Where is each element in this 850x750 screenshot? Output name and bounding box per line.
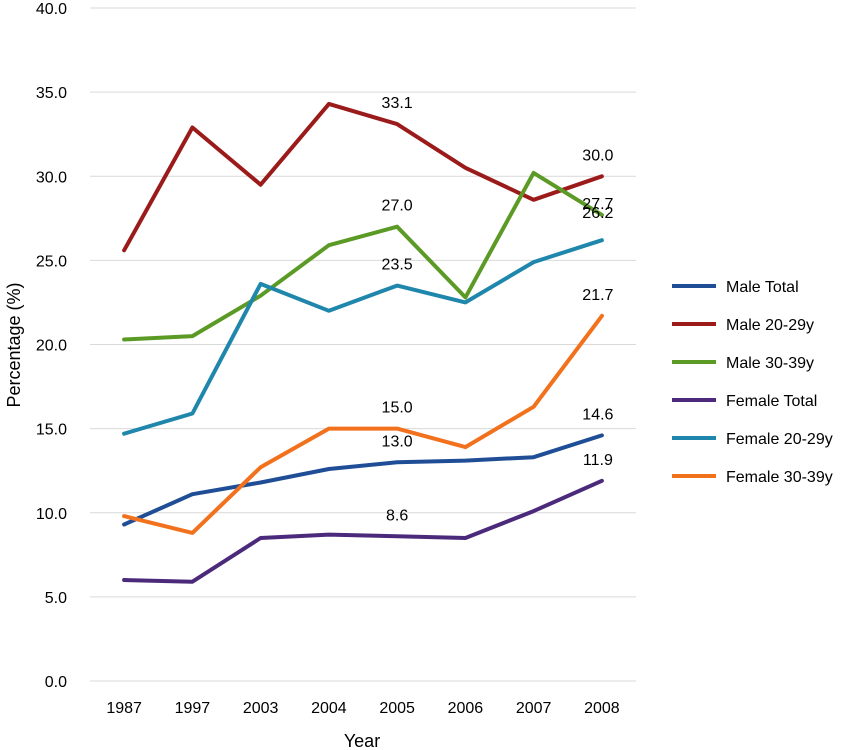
x-tick-label: 2006 <box>448 700 484 717</box>
data-label: 26.2 <box>582 205 613 222</box>
data-label: 14.6 <box>582 406 613 423</box>
series-line-male-30-39y <box>122 170 604 342</box>
data-label: 33.1 <box>382 95 413 112</box>
data-label: 23.5 <box>382 257 413 274</box>
y-axis-title: Percentage (%) <box>4 282 24 407</box>
y-tick-label: 0.0 <box>45 674 67 691</box>
y-axis-ticks: 0.0 5.0 10.0 15.0 20.0 25.0 30.0 35.0 40.0 <box>36 1 67 691</box>
x-tick-label: 1997 <box>175 700 211 717</box>
series-line-female-20-29y <box>122 238 604 436</box>
data-label: 21.7 <box>582 287 613 304</box>
legend-label: Male 20-29y <box>726 317 814 334</box>
legend-label: Female 20-29y <box>726 431 833 448</box>
data-label: 15.0 <box>382 400 413 417</box>
gridlines <box>90 7 636 682</box>
series-line-male-total <box>122 433 604 527</box>
x-tick-label: 2005 <box>379 700 415 717</box>
y-tick-label: 10.0 <box>36 506 67 523</box>
x-tick-label: 2003 <box>243 700 279 717</box>
y-tick-label: 30.0 <box>36 169 67 186</box>
data-label: 27.0 <box>382 198 413 215</box>
y-tick-label: 5.0 <box>45 590 67 607</box>
legend-label: Male 30-39y <box>726 355 814 372</box>
x-tick-label: 2007 <box>516 700 552 717</box>
x-tick-label: 2008 <box>584 700 620 717</box>
data-labels: 33.1 30.0 27.0 27.7 23.5 26.2 15.0 21.7 13.0 14.6… <box>382 95 614 524</box>
data-label: 11.9 <box>583 452 613 469</box>
y-tick-label: 40.0 <box>36 1 67 18</box>
y-tick-label: 20.0 <box>36 338 67 355</box>
data-label: 30.0 <box>582 147 613 164</box>
data-label: 8.6 <box>386 507 408 524</box>
legend: Male Total Male 20-29y Male 30-39y Female T… <box>672 279 833 486</box>
legend-label: Female 30-39y <box>726 469 833 486</box>
series-line-female-total <box>122 478 604 584</box>
y-tick-label: 25.0 <box>36 253 67 270</box>
data-label: 27.7 <box>582 196 613 213</box>
data-label: 13.0 <box>382 433 413 450</box>
legend-label: Female Total <box>726 393 817 410</box>
x-axis-title: Year <box>344 731 380 750</box>
legend-label: Male Total <box>726 279 799 296</box>
y-tick-label: 15.0 <box>36 422 67 439</box>
x-tick-label: 2004 <box>311 700 347 717</box>
series-line-female-30-39y <box>122 313 604 535</box>
y-tick-label: 35.0 <box>36 85 67 102</box>
x-tick-label: 1987 <box>106 700 142 717</box>
series-lines <box>122 101 604 584</box>
x-axis-ticks: 1987 1997 2003 2004 2005 2006 2007 2008 <box>106 700 619 717</box>
